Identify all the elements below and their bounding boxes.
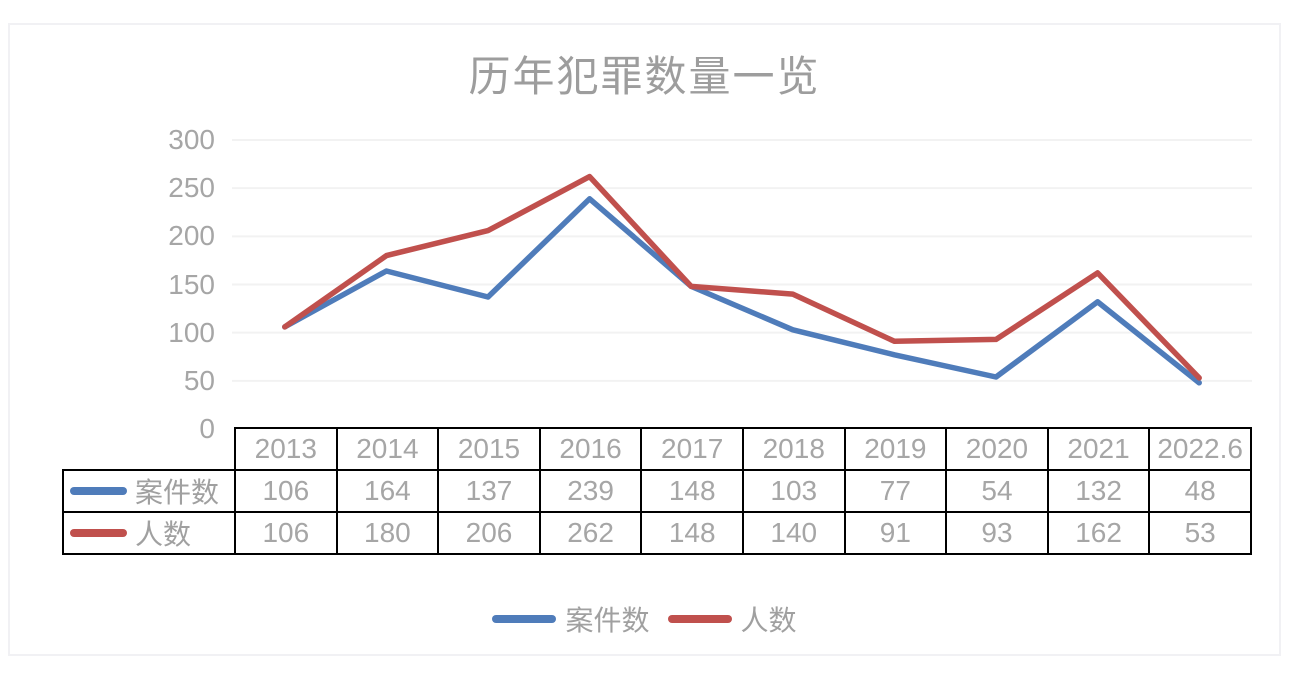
line-chart-plot-area — [232, 139, 1252, 386]
value-cell-persons: 140 — [741, 511, 846, 555]
series-name-label: 案件数 — [135, 478, 220, 509]
series-name-label: 人数 — [135, 520, 192, 551]
value-cell-cases: 103 — [741, 469, 846, 513]
value-cell-cases: 77 — [843, 469, 948, 513]
y-tick-label: 150 — [168, 268, 215, 300]
value-cell-persons: 206 — [437, 511, 541, 555]
value-cell-persons: 262 — [538, 511, 643, 555]
value-cell-persons: 162 — [1046, 511, 1151, 555]
legend-label: 人数 — [740, 606, 797, 637]
value-cell-persons: 93 — [945, 511, 1049, 555]
year-header-cell: 2015 — [437, 427, 541, 471]
value-cell-cases: 239 — [538, 469, 643, 513]
value-cell-cases: 54 — [945, 469, 1049, 513]
year-header-cell: 2019 — [843, 427, 948, 471]
value-cell-cases: 132 — [1046, 469, 1151, 513]
series-line-cases — [282, 196, 1202, 386]
y-tick-label: 0 — [199, 413, 215, 444]
line-swatch-icon — [70, 529, 127, 537]
series-line-persons — [282, 173, 1202, 381]
year-header-cell: 2017 — [640, 427, 744, 471]
value-cell-persons: 148 — [640, 511, 744, 555]
value-cell-persons: 106 — [234, 511, 338, 555]
table-row-persons: 人数 106 180 206 262 148 140 91 93 162 53 — [62, 511, 1252, 555]
value-cell-cases: 106 — [234, 469, 338, 513]
year-header-cell: 2022.6 — [1148, 427, 1252, 471]
table-row-cases: 案件数 106 164 137 239 148 103 77 54 132 48 — [62, 469, 1252, 513]
line-swatch-icon — [492, 615, 557, 623]
value-cell-persons: 180 — [335, 511, 440, 555]
legend-label: 案件数 — [565, 606, 650, 637]
row-label-cell-persons: 人数 — [62, 511, 236, 555]
y-tick-label: 250 — [168, 172, 215, 204]
value-cell-persons: 91 — [843, 511, 948, 555]
legend-item-cases: 案件数 — [492, 599, 650, 639]
year-header-cell: 2014 — [335, 427, 440, 471]
table-corner-cell — [63, 428, 235, 470]
year-header-cell: 2020 — [945, 427, 1049, 471]
value-cell-persons: 53 — [1148, 511, 1252, 555]
chart-legend: 案件数 人数 — [10, 599, 1279, 639]
legend-item-persons: 人数 — [667, 599, 797, 639]
chart-data-table: 2013 2014 2015 2016 2017 2018 2019 2020 2021 2022… — [62, 427, 1252, 555]
y-tick-label: 300 — [168, 124, 215, 155]
line-swatch-icon — [667, 615, 732, 623]
year-header-cell: 2021 — [1046, 427, 1151, 471]
value-cell-cases: 164 — [335, 469, 440, 513]
chart-title: 历年犯罪数量一览 — [468, 55, 821, 101]
y-tick-label: 50 — [183, 364, 215, 396]
value-cell-cases: 48 — [1148, 469, 1252, 513]
y-tick-label: 200 — [168, 220, 215, 252]
year-header-cell: 2018 — [741, 427, 846, 471]
row-label-cell-cases: 案件数 — [62, 469, 236, 513]
value-cell-cases: 148 — [640, 469, 744, 513]
chart-card: 历年犯罪数量一览 300 250 200 150 100 50 0 2013 2014 2015… — [8, 23, 1281, 656]
y-tick-label: 100 — [168, 316, 215, 348]
value-cell-cases: 137 — [437, 469, 541, 513]
table-header-row: 2013 2014 2015 2016 2017 2018 2019 2020 2021 2022… — [63, 427, 1252, 471]
year-header-cell: 2016 — [538, 427, 643, 471]
line-swatch-icon — [70, 487, 127, 495]
year-header-cell: 2013 — [234, 427, 338, 471]
